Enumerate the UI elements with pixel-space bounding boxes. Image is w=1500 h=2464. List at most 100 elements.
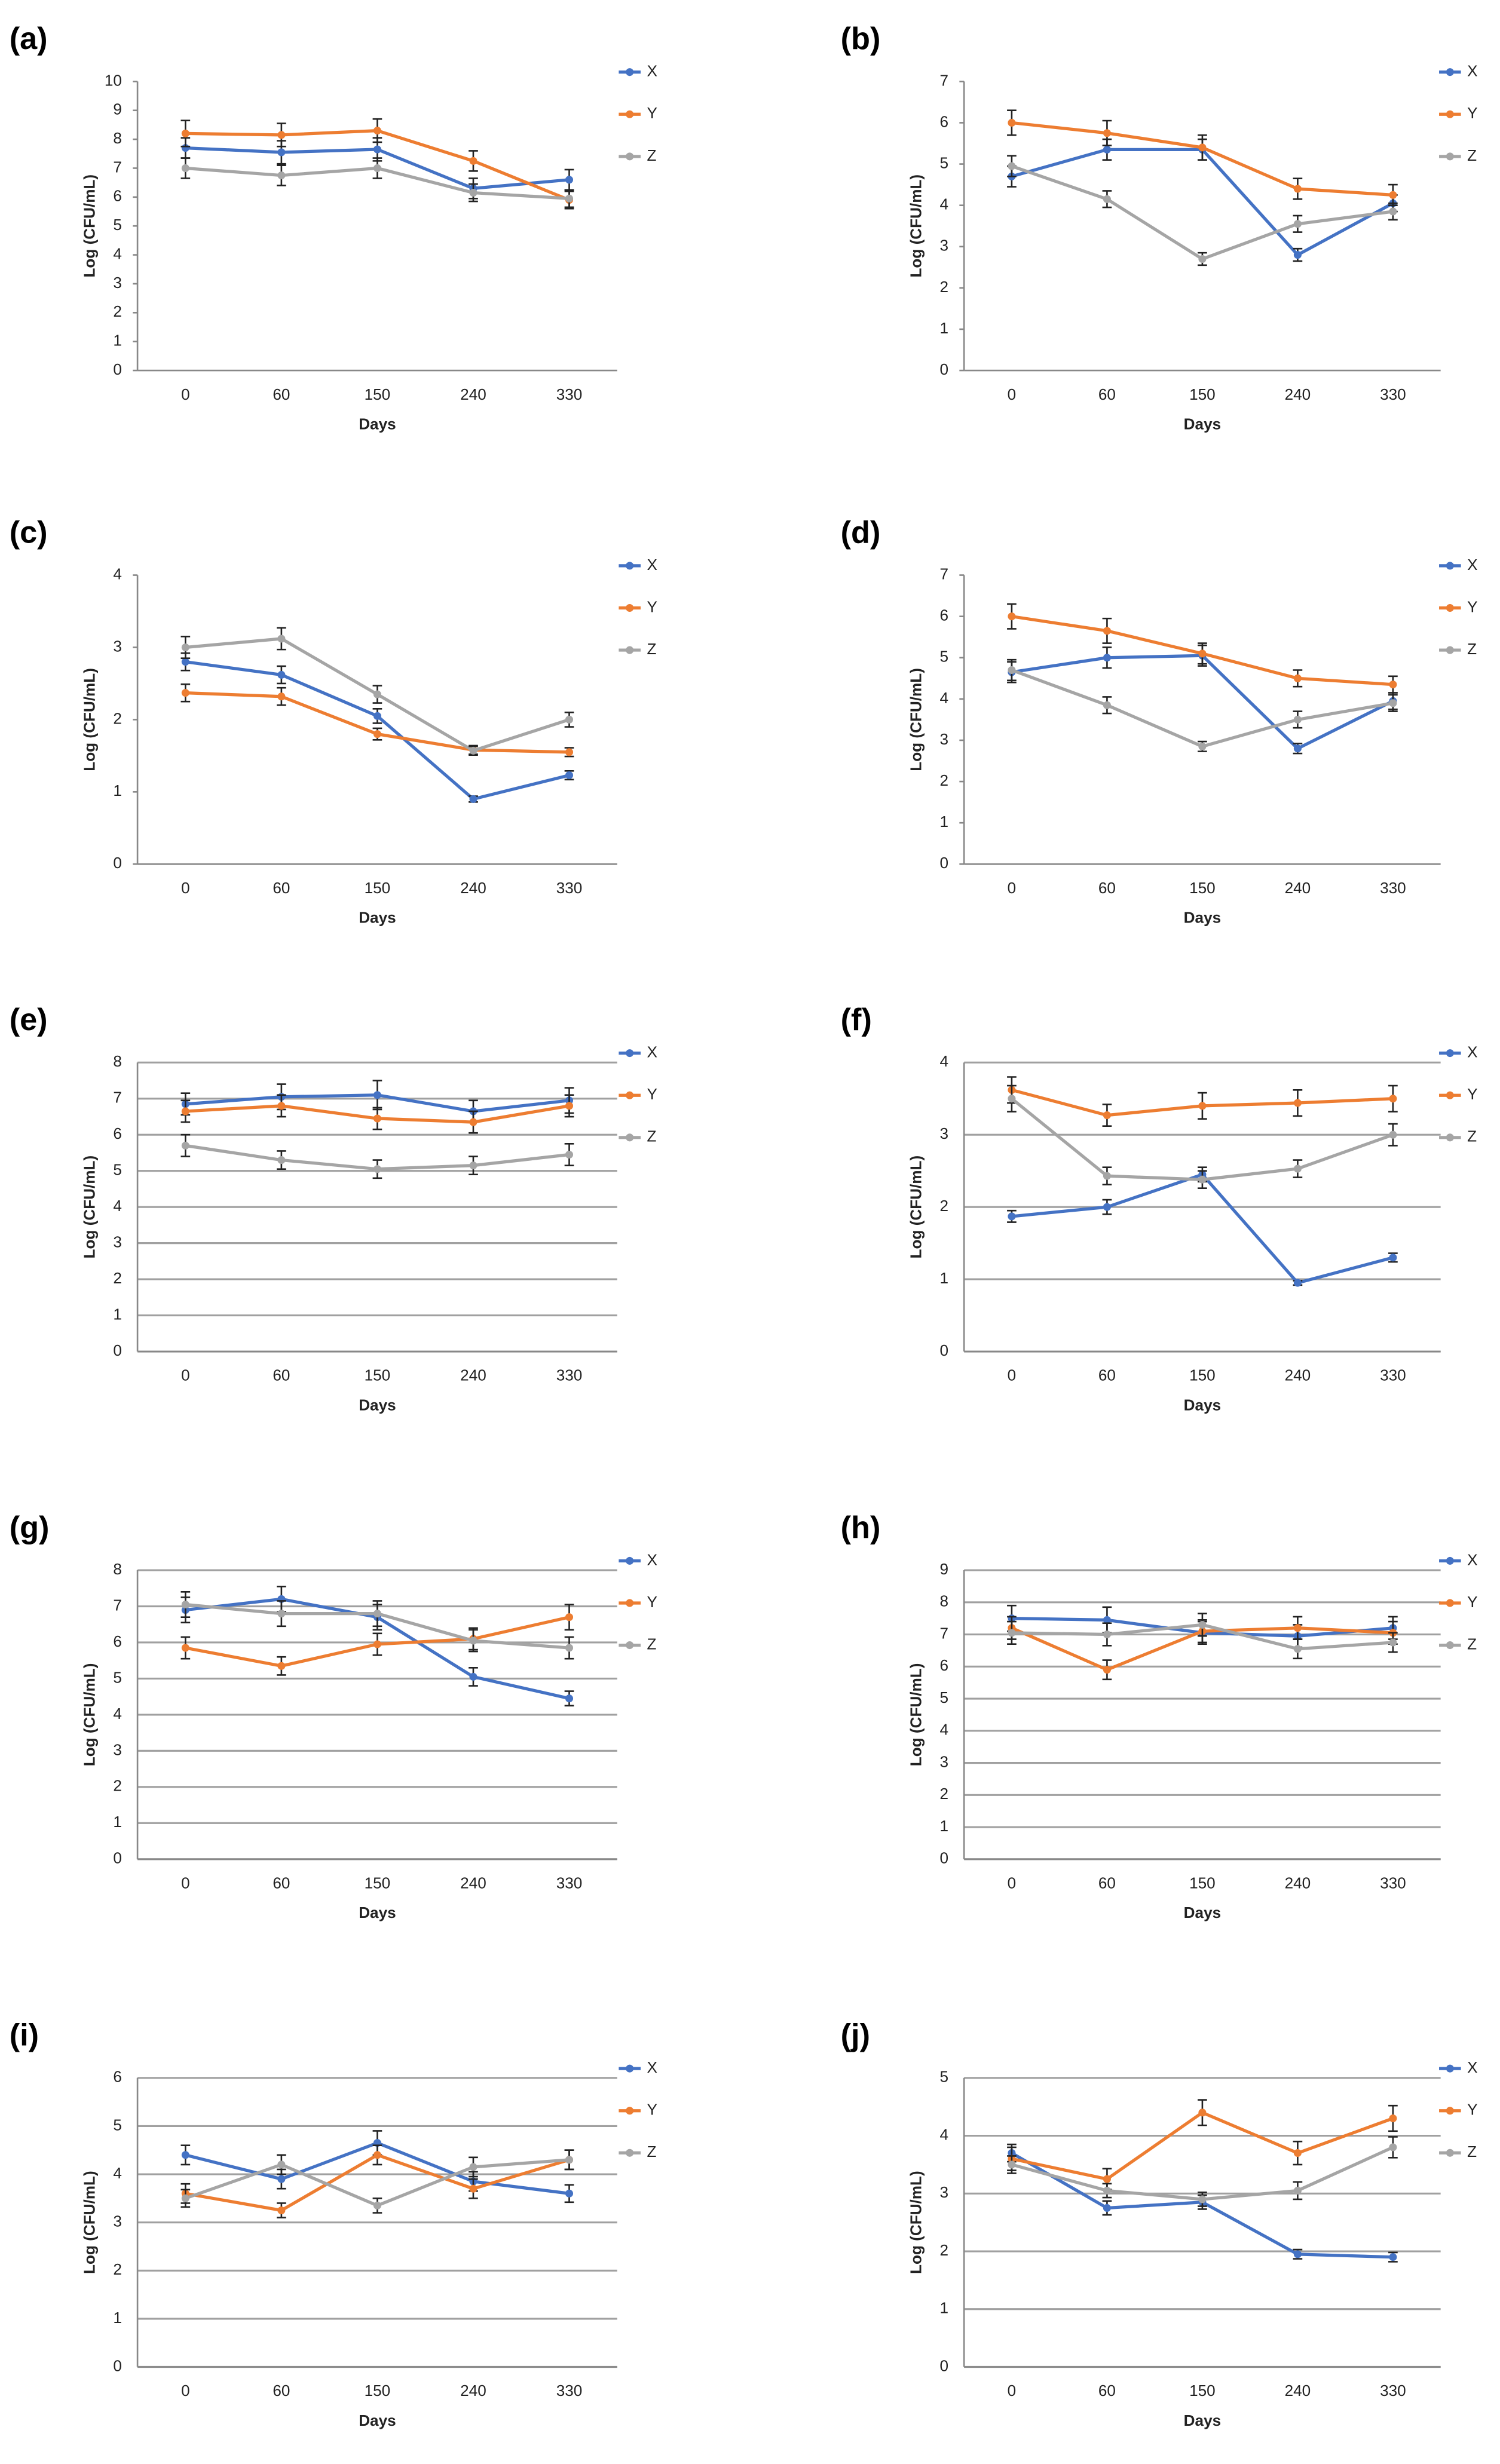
data-point	[1293, 674, 1302, 682]
legend-label: Y	[647, 1593, 657, 1611]
legend-label: Y	[647, 2101, 657, 2119]
y-tick-label: 0	[113, 1849, 122, 1867]
y-axis-title: Log (CFU/mL)	[81, 1156, 99, 1259]
data-point	[1293, 715, 1302, 724]
x-tick-label: 0	[1008, 2382, 1017, 2399]
y-tick-label: 2	[940, 1785, 949, 1803]
x-axis-title: Days	[1184, 1396, 1221, 1414]
x-tick-label: 240	[1285, 879, 1311, 897]
y-tick-label: 1	[940, 1817, 949, 1835]
data-point	[565, 194, 574, 203]
data-point	[469, 2163, 477, 2171]
panel-label: (d)	[841, 515, 881, 550]
data-point	[373, 127, 381, 135]
x-tick-label: 150	[365, 1874, 391, 1892]
data-point	[565, 1613, 574, 1622]
x-tick-label: 150	[1189, 879, 1216, 897]
y-tick-label: 6	[113, 1124, 122, 1142]
y-tick-label: 8	[113, 1052, 122, 1070]
data-point	[181, 1600, 189, 1609]
y-tick-label: 7	[113, 158, 122, 176]
data-point	[1198, 742, 1207, 750]
legend-marker	[626, 646, 634, 654]
data-point	[373, 2201, 381, 2209]
data-point	[181, 2151, 189, 2159]
data-point	[1389, 1638, 1397, 1647]
panel-label: (g)	[10, 1510, 50, 1545]
data-point	[373, 730, 381, 738]
y-tick-label: 5	[113, 1161, 122, 1179]
data-point	[1103, 1631, 1111, 1639]
data-point	[1008, 2160, 1016, 2169]
panel-label: (e)	[10, 1003, 48, 1037]
legend-label: X	[1467, 62, 1477, 80]
data-point	[181, 2194, 189, 2202]
data-point	[1103, 701, 1111, 709]
y-tick-label: 0	[940, 2356, 949, 2374]
legend-label: Z	[1467, 2143, 1477, 2160]
y-tick-label: 5	[113, 216, 122, 234]
y-tick-label: 6	[940, 606, 949, 624]
y-tick-label: 1	[113, 2309, 122, 2327]
y-axis-title: Log (CFU/mL)	[907, 1156, 925, 1259]
data-point	[565, 1150, 574, 1159]
data-point	[181, 1644, 189, 1652]
y-tick-label: 2	[113, 709, 122, 727]
x-tick-label: 150	[365, 879, 391, 897]
y-tick-label: 0	[113, 360, 122, 378]
y-tick-label: 7	[940, 71, 949, 89]
x-tick-label: 60	[1098, 2382, 1116, 2399]
data-point	[1103, 1666, 1111, 1674]
y-tick-label: 4	[113, 2164, 122, 2182]
data-point	[1293, 2250, 1302, 2258]
data-point	[565, 2189, 574, 2198]
data-point	[181, 1107, 189, 1115]
y-tick-label: 3	[940, 2183, 949, 2201]
series-line	[1011, 2146, 1394, 2201]
data-point	[565, 1694, 574, 1703]
x-tick-label: 150	[1189, 1366, 1216, 1384]
data-point	[1293, 744, 1302, 753]
legend-label: Z	[647, 1127, 656, 1145]
legend-label: Y	[1467, 597, 1477, 615]
panel-label: (h)	[841, 1510, 881, 1545]
legend-marker	[626, 1133, 634, 1142]
data-point	[181, 164, 189, 173]
y-tick-label: 2	[113, 1269, 122, 1287]
y-tick-label: 9	[113, 100, 122, 118]
x-tick-label: 240	[460, 385, 486, 403]
data-point	[1008, 1212, 1016, 1221]
legend-marker	[1446, 152, 1454, 161]
data-point	[565, 1644, 574, 1652]
y-tick-label: 6	[113, 2068, 122, 2086]
series-line	[1011, 654, 1394, 750]
y-tick-label: 2	[113, 2260, 122, 2278]
x-axis-title: Days	[1184, 415, 1221, 433]
y-tick-label: 5	[113, 1668, 122, 1686]
legend-label: Z	[1467, 640, 1477, 658]
data-point	[1008, 612, 1016, 621]
legend-marker	[1446, 1641, 1454, 1650]
y-tick-label: 2	[940, 278, 949, 296]
data-point	[1008, 666, 1016, 675]
x-tick-label: 240	[1285, 385, 1311, 403]
data-point	[1103, 627, 1111, 635]
legend-marker	[1446, 1049, 1454, 1058]
data-point	[277, 635, 286, 643]
data-point	[469, 746, 477, 755]
series-line	[1011, 1172, 1394, 1285]
legend-label: Z	[1467, 1635, 1477, 1653]
data-point	[277, 1102, 286, 1110]
y-tick-label: 4	[113, 1197, 122, 1215]
legend-marker	[1446, 2149, 1454, 2157]
panel-label: (j)	[841, 2018, 870, 2053]
y-tick-label: 0	[113, 2356, 122, 2374]
data-point	[565, 2156, 574, 2164]
data-point	[1198, 2195, 1207, 2203]
panel-label: (a)	[10, 22, 48, 56]
legend-marker	[1446, 1556, 1454, 1565]
y-axis-title: Log (CFU/mL)	[907, 174, 925, 278]
x-tick-label: 0	[1008, 879, 1017, 897]
legend-label: X	[1467, 1550, 1477, 1568]
y-tick-label: 3	[113, 2212, 122, 2230]
